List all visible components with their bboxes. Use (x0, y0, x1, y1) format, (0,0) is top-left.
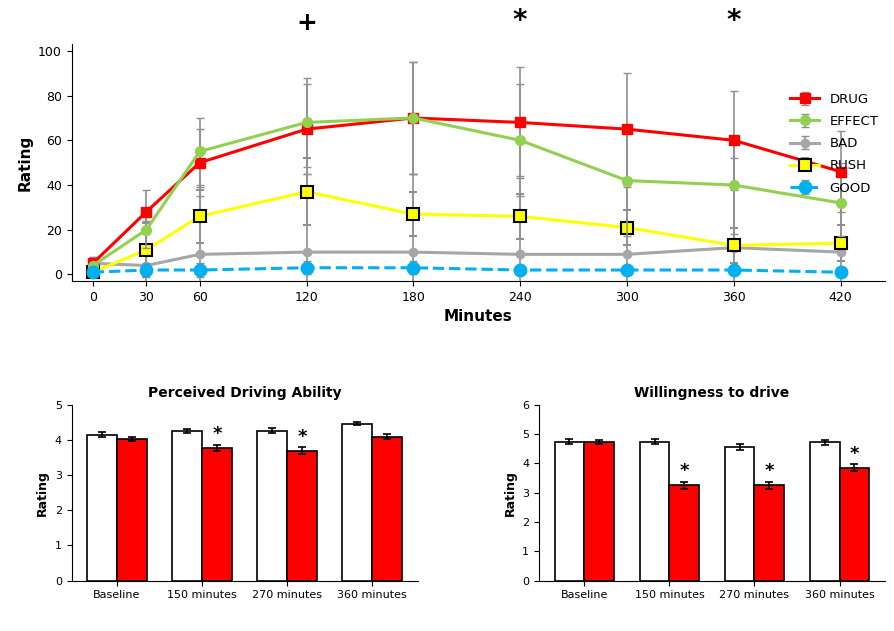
Bar (117, 439, 147, 581)
Bar (88, 435, 117, 581)
Text: +: + (296, 11, 317, 35)
Bar (202, 448, 232, 581)
Text: *: * (727, 7, 741, 35)
Title: Perceived Driving Ability: Perceived Driving Ability (148, 386, 342, 399)
Text: *: * (764, 463, 774, 480)
Text: *: * (679, 463, 689, 480)
Bar (257, 430, 287, 581)
Y-axis label: Rating: Rating (36, 470, 49, 516)
Y-axis label: Rating: Rating (503, 470, 517, 516)
Bar (670, 485, 699, 581)
Text: *: * (849, 445, 859, 463)
Bar (755, 485, 784, 581)
Bar (725, 447, 755, 581)
X-axis label: Minutes: Minutes (444, 309, 512, 324)
Bar (810, 442, 839, 581)
Text: *: * (513, 7, 527, 35)
Text: *: * (212, 425, 222, 443)
Bar (839, 468, 869, 581)
Bar (585, 442, 614, 581)
Title: Willingness to drive: Willingness to drive (635, 386, 789, 399)
Bar (342, 423, 372, 581)
Bar (372, 437, 402, 581)
Bar (640, 442, 670, 581)
Y-axis label: Rating: Rating (17, 134, 32, 191)
Bar (173, 432, 202, 581)
Bar (554, 442, 585, 581)
Bar (287, 451, 316, 581)
Text: *: * (298, 428, 307, 445)
Legend: DRUG, EFFECT, BAD, RUSH, GOOD: DRUG, EFFECT, BAD, RUSH, GOOD (790, 93, 879, 195)
